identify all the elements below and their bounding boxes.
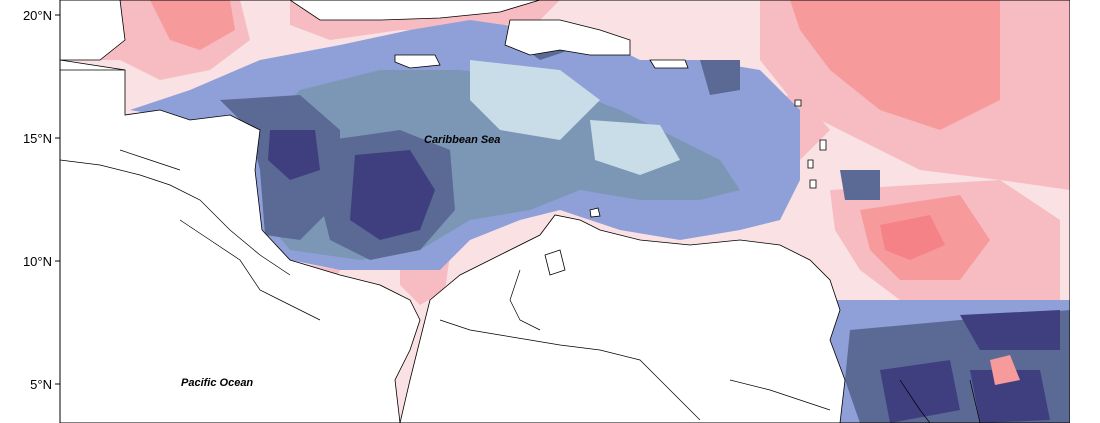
caribbean-sea-label: Caribbean Sea: [424, 134, 500, 146]
latitude-label-5n: 5°N: [30, 377, 52, 392]
latitude-label-15n: 15°N: [23, 131, 52, 146]
right-margin: [1070, 0, 1100, 423]
anomaly-negative-regions: [130, 20, 1070, 423]
pacific-ocean-label: Pacific Ocean: [181, 377, 253, 389]
country-borders: [59, 69, 981, 423]
anomaly-positive-regions: [60, 0, 1070, 310]
latitude-label-10n: 10°N: [23, 254, 52, 269]
land-masses: [59, 0, 846, 423]
latitude-label-20n: 20°N: [23, 8, 52, 23]
latitude-ticks: [55, 14, 60, 385]
